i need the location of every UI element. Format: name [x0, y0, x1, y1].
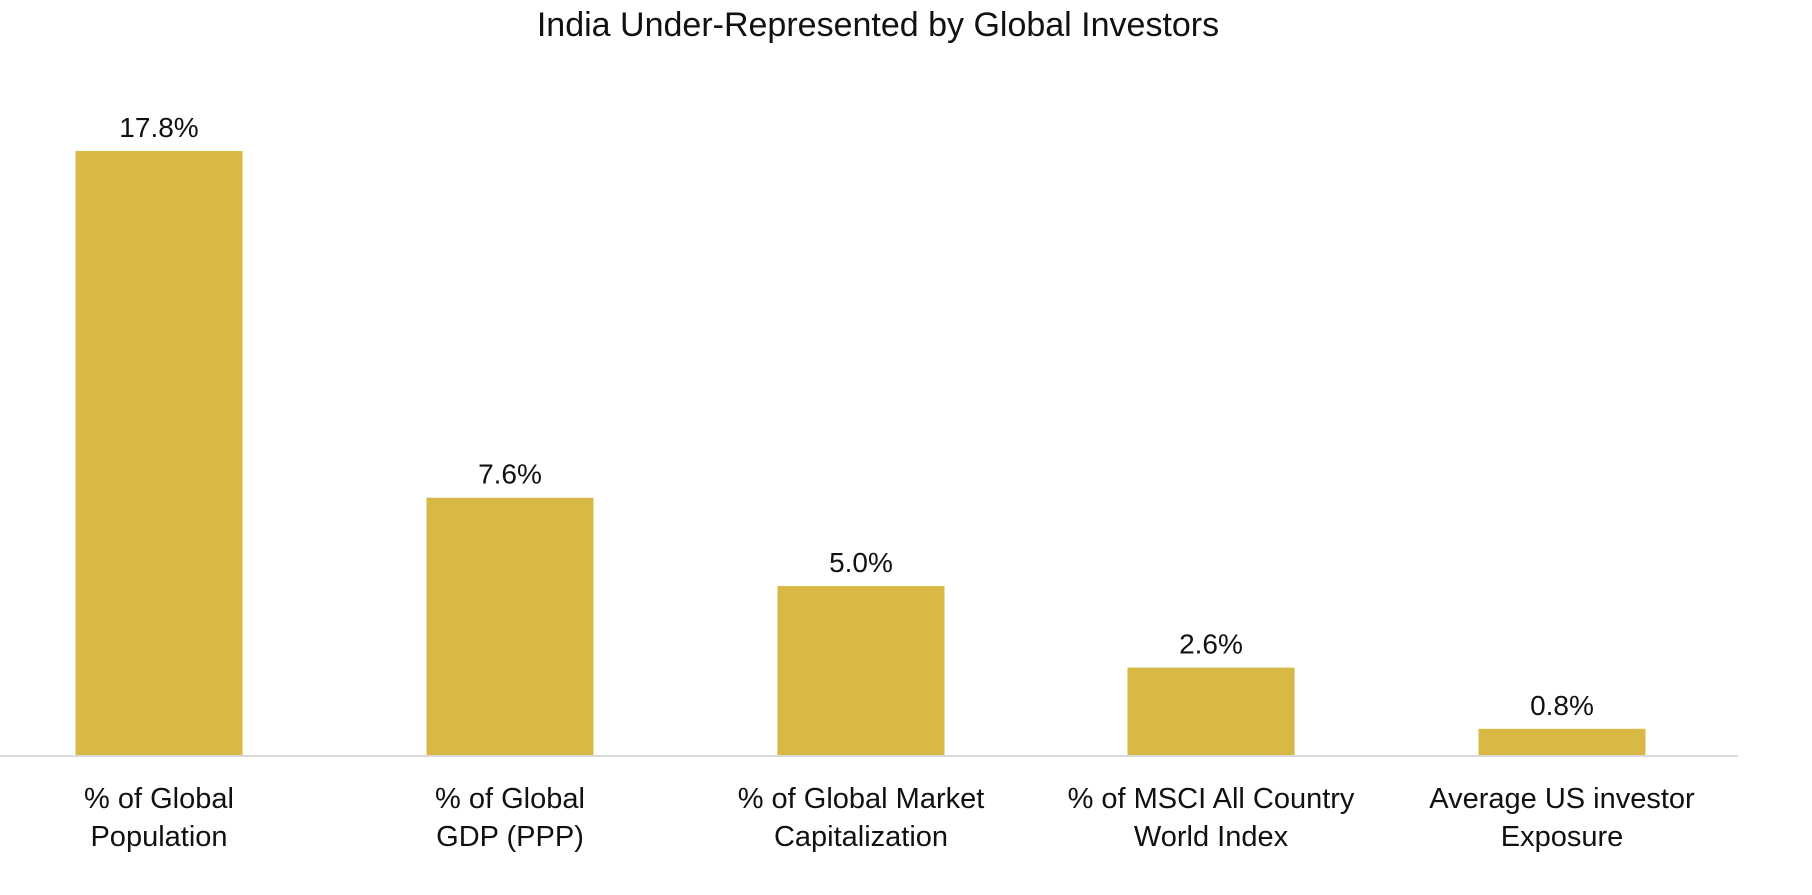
bar-4: [1127, 667, 1295, 756]
category-label-1-line-2: Population: [90, 821, 227, 853]
data-labels-group: 17.8% 7.6% 5.0% 2.6% 0.8%: [119, 112, 1594, 721]
bar-3: [777, 586, 945, 756]
category-label-4-line-2: World Index: [1134, 821, 1289, 853]
data-label-5: 0.8%: [1530, 690, 1594, 721]
category-label-3-line-2: Capitalization: [774, 821, 948, 853]
category-label-2-line-2: GDP (PPP): [436, 821, 584, 853]
bars-group: [75, 151, 1646, 756]
category-label-3-line-1: % of Global Market: [738, 783, 985, 815]
bar-2: [426, 497, 594, 756]
bar-1: [75, 151, 243, 756]
bar-5: [1478, 728, 1646, 756]
data-label-1: 17.8%: [119, 112, 198, 143]
category-label-1-line-1: % of Global: [84, 783, 234, 815]
chart-title: India Under-Represented by Global Invest…: [537, 6, 1219, 44]
category-labels-group: % of Global Population % of Global GDP (PPP…: [84, 783, 1695, 853]
category-label-5-line-1: Average US investor: [1429, 783, 1695, 815]
category-label-4-line-1: % of MSCI All Country: [1068, 783, 1355, 815]
data-label-2: 7.6%: [478, 459, 542, 490]
category-label-5-line-2: Exposure: [1501, 821, 1624, 853]
category-label-2-line-1: % of Global: [435, 783, 585, 815]
data-label-3: 5.0%: [829, 547, 893, 578]
data-label-4: 2.6%: [1179, 629, 1243, 660]
